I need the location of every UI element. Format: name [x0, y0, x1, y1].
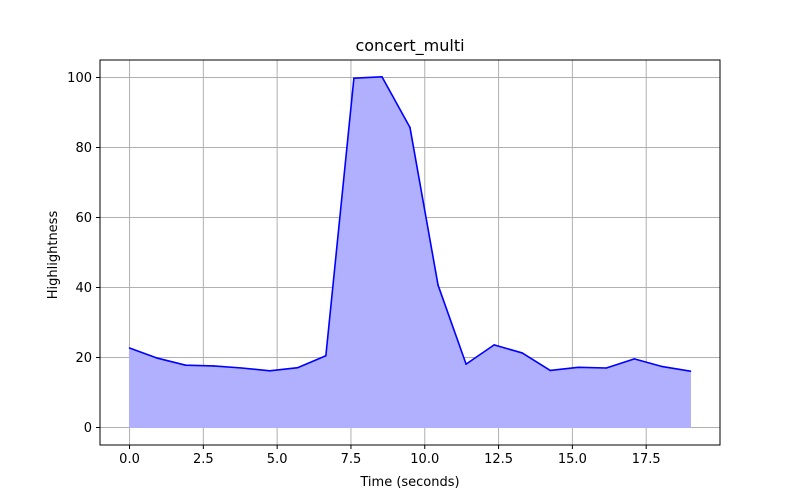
x-tick-label: 7.5 [341, 452, 362, 467]
data-point [689, 370, 692, 372]
y-tick-label: 20 [75, 351, 92, 366]
y-tick-label: 80 [75, 141, 92, 156]
x-tick-label: 12.5 [484, 452, 513, 467]
x-tick-label: 10.0 [410, 452, 439, 467]
x-tick-label: 0.0 [119, 452, 140, 467]
data-point [268, 370, 271, 372]
data-point [325, 354, 327, 357]
x-tick-label: 15.0 [558, 452, 587, 467]
y-tick-label: 100 [67, 71, 92, 86]
data-point [212, 365, 215, 367]
data-point [521, 352, 523, 354]
data-point [437, 284, 439, 286]
data-point [297, 366, 299, 369]
x-axis-label: Time (seconds) [359, 475, 459, 490]
data-point [661, 365, 664, 368]
data-point [549, 369, 552, 372]
ticks: 0.0 2.5 5.0 7.5 10.0 12.5 15.0 17.5 0 20 40 60 80 100 [67, 71, 660, 467]
data-point [184, 364, 187, 367]
y-tick-label: 0 [84, 421, 92, 436]
data-point [493, 344, 495, 346]
y-tick-label: 60 [75, 211, 92, 226]
data-point [409, 126, 411, 129]
data-point [465, 363, 467, 365]
data-point [577, 366, 580, 369]
data-point [128, 347, 131, 349]
data-point [156, 357, 159, 360]
chart-title: concert_multi [355, 36, 464, 56]
area-layer [128, 76, 692, 428]
y-tick-label: 40 [75, 281, 92, 296]
data-point [240, 367, 243, 369]
data-point [605, 367, 608, 369]
x-tick-label: 17.5 [632, 452, 661, 467]
plot-frame [99, 59, 721, 446]
y-axis-label: Highlightness [46, 211, 61, 300]
data-point [381, 76, 383, 78]
data-point [353, 77, 355, 79]
x-tick-label: 2.5 [193, 452, 214, 467]
data-point [633, 358, 636, 360]
x-tick-label: 5.0 [267, 452, 288, 467]
